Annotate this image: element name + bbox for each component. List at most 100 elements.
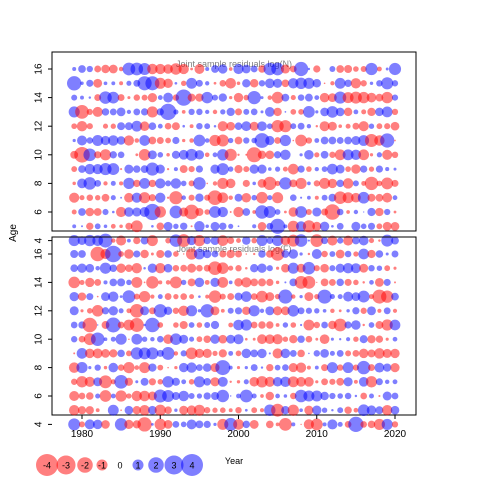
residual-bubble xyxy=(344,406,352,414)
residual-bubble xyxy=(94,278,102,286)
residual-bubble xyxy=(195,165,203,173)
x-tick-label: 2020 xyxy=(384,429,407,440)
residual-bubble xyxy=(229,95,233,100)
residual-bubble xyxy=(99,149,112,161)
residual-bubble xyxy=(94,94,102,102)
residual-bubble xyxy=(382,391,392,401)
residual-bubble xyxy=(77,263,87,273)
residual-bubble xyxy=(364,176,379,191)
residual-bubble xyxy=(339,338,342,341)
residual-bubble xyxy=(196,322,203,328)
residual-bubble xyxy=(321,364,329,372)
residual-bubble xyxy=(77,406,87,415)
residual-bubble xyxy=(290,123,297,130)
residual-bubble xyxy=(360,307,367,314)
residual-bubble xyxy=(245,266,248,270)
residual-bubble xyxy=(107,163,120,176)
residual-bubble xyxy=(234,165,243,174)
residual-bubble xyxy=(118,251,124,257)
residual-bubble xyxy=(180,264,188,272)
residual-bubble xyxy=(116,235,127,246)
residual-bubble xyxy=(195,207,204,217)
residual-bubble xyxy=(271,91,284,104)
residual-bubble xyxy=(326,106,339,118)
panels: Joint sample residuals log(N) 4 6 8 10 12 14 16… xyxy=(34,51,417,440)
residual-bubble xyxy=(273,78,283,88)
residual-bubble xyxy=(256,235,268,247)
residual-bubble xyxy=(146,347,159,360)
residual-bubble xyxy=(110,393,116,399)
residual-bubble xyxy=(378,394,381,398)
residual-bubble xyxy=(316,281,318,284)
residual-bubble xyxy=(305,307,313,314)
residual-bubble xyxy=(335,263,345,273)
residual-bubble xyxy=(84,234,96,247)
residual-bubble xyxy=(234,136,243,145)
residual-bubble xyxy=(151,224,154,228)
residual-bubble xyxy=(376,152,383,158)
residual-bubble xyxy=(284,281,287,284)
residual-bubble xyxy=(312,405,322,415)
residual-bubble xyxy=(243,108,250,115)
residual-bubble xyxy=(241,192,252,203)
residual-bubble xyxy=(382,348,392,358)
residual-bubble xyxy=(138,290,151,303)
residual-bubble xyxy=(99,375,112,389)
residual-bubble xyxy=(351,292,361,301)
y-tick-label: 14 xyxy=(34,92,45,104)
residual-bubble xyxy=(392,336,398,342)
residual-bubble xyxy=(358,235,369,246)
residual-bubble xyxy=(281,406,290,415)
residual-bubble xyxy=(352,307,360,315)
residual-bubble xyxy=(319,121,330,132)
residual-bubble xyxy=(86,137,94,144)
residual-bubble xyxy=(314,95,320,100)
residual-bubble xyxy=(289,349,297,357)
residual-bubble xyxy=(233,319,244,331)
residual-bubble xyxy=(280,64,290,74)
residual-bubble xyxy=(210,320,220,330)
residual-bubble xyxy=(156,137,164,144)
residual-bubble xyxy=(334,77,346,89)
residual-bubble xyxy=(320,136,329,145)
residual-bubble xyxy=(228,322,234,328)
residual-bubble xyxy=(251,237,257,244)
residual-bubble xyxy=(384,123,391,130)
residual-bubble xyxy=(351,320,361,330)
residual-bubble xyxy=(111,81,116,86)
residual-bubble xyxy=(346,309,350,313)
residual-bubble xyxy=(392,195,398,201)
residual-bubble xyxy=(375,165,383,173)
residual-bubble xyxy=(295,206,307,218)
residual-bubble xyxy=(194,277,205,288)
residual-bubble xyxy=(77,135,87,146)
residual-bubble xyxy=(391,108,399,116)
residual-bubble xyxy=(172,420,180,428)
residual-bubble xyxy=(124,419,134,430)
residual-bubble xyxy=(226,107,235,117)
residual-bubble xyxy=(243,137,250,144)
residual-bubble xyxy=(78,165,86,173)
residual-bubble xyxy=(294,389,308,403)
residual-bubble xyxy=(360,80,367,87)
residual-bubble xyxy=(131,263,142,274)
residual-bubble xyxy=(120,409,122,412)
panel-title: Joint sample residuals log(N) xyxy=(176,59,292,69)
residual-bubble xyxy=(321,166,328,172)
residual-bubble xyxy=(357,290,370,303)
residual-bubble xyxy=(330,308,335,314)
residual-bubble xyxy=(320,263,329,273)
residual-bubble xyxy=(189,336,195,342)
residual-bubble xyxy=(114,374,128,389)
residual-bubble xyxy=(71,123,78,130)
residual-bubble xyxy=(360,421,368,428)
residual-bubble xyxy=(283,394,288,398)
residual-bubble xyxy=(218,64,228,74)
residual-bubble xyxy=(234,278,243,287)
residual-bubble xyxy=(139,390,150,402)
residual-bubble xyxy=(209,206,221,218)
residual-bubble xyxy=(204,209,210,215)
residual-bubble xyxy=(281,263,290,273)
residual-bubble xyxy=(322,308,327,313)
residual-bubble xyxy=(358,149,370,161)
